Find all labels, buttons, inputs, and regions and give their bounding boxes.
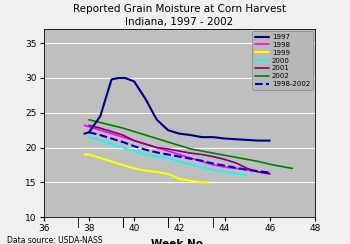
X-axis label: Week No.: Week No. [151,239,207,244]
Text: Data source: USDA-NASS: Data source: USDA-NASS [7,236,103,244]
Title: Reported Grain Moisture at Corn Harvest
Indiana, 1997 - 2002: Reported Grain Moisture at Corn Harvest … [73,4,286,27]
Legend: 1997, 1998, 1999, 2000, 2001, 2002, 1998-2002: 1997, 1998, 1999, 2000, 2001, 2002, 1998… [252,31,313,90]
